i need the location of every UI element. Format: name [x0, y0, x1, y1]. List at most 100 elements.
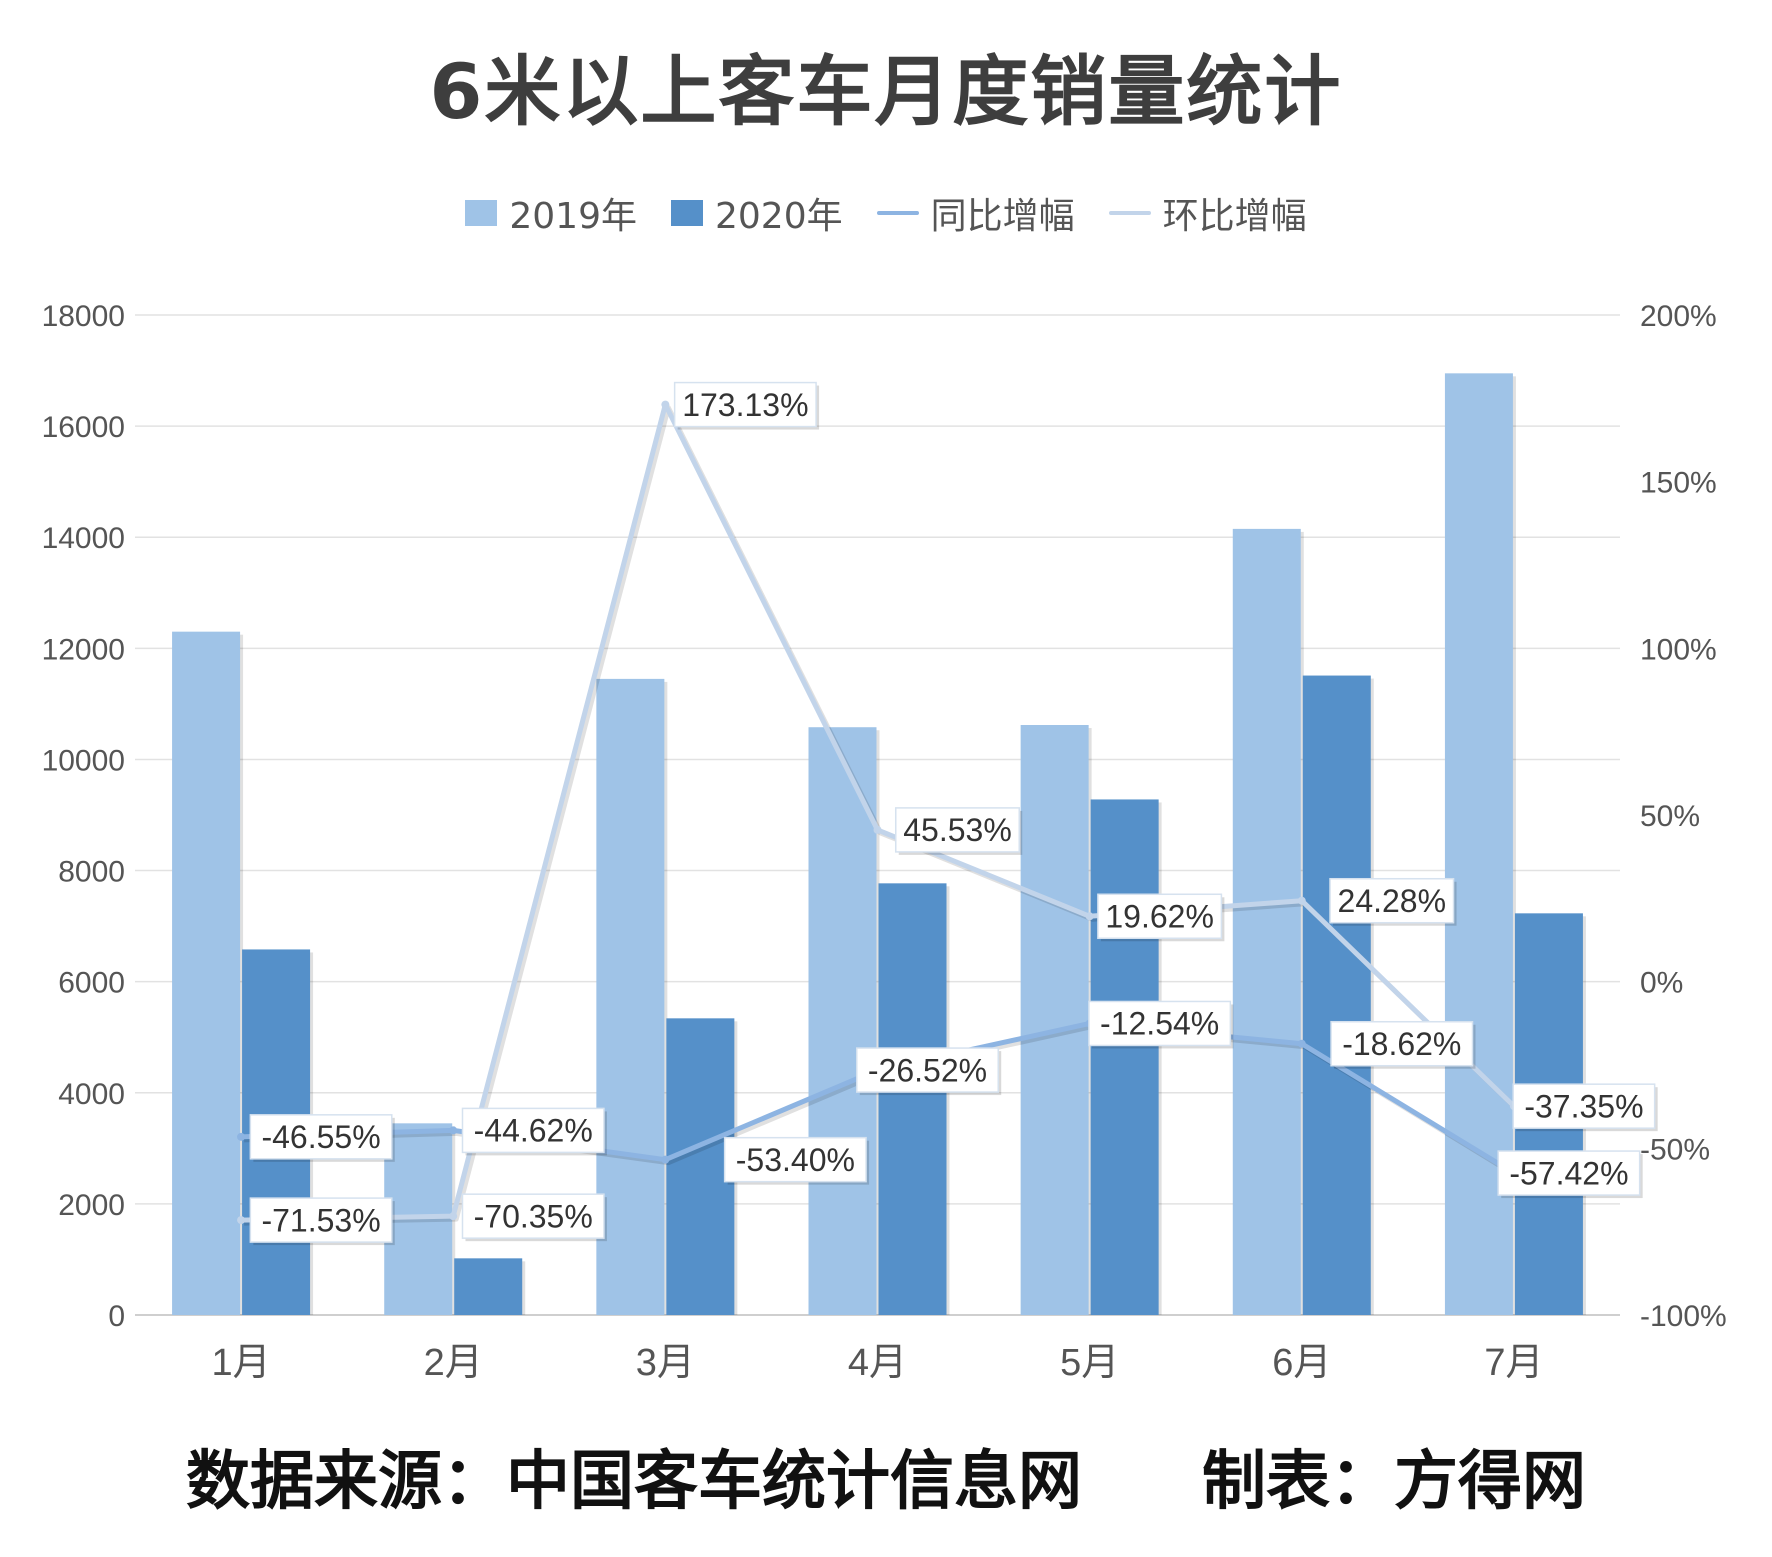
data-label-box [461, 1107, 605, 1154]
data-label-yoy: -57.42% [1497, 1150, 1643, 1199]
legend-item-yoy: 同比增幅 [876, 187, 1075, 239]
data-label-mom: 19.62% [1097, 893, 1225, 942]
data-label-mom: 24.28% [1329, 877, 1457, 926]
x-tick-label: 4月 [848, 1342, 907, 1384]
legend-item-2019: 2019年 [465, 187, 637, 239]
bar-2019年-3月 [596, 678, 665, 1315]
data-label-mom: 173.13% [673, 381, 820, 430]
data-label-box [723, 1136, 867, 1183]
legend-item-mom: 环比增幅 [1108, 187, 1307, 239]
y-left-tick-label: 18000 [42, 300, 125, 333]
data-label-text: 24.28% [1338, 883, 1447, 919]
bar-2019年-1月 [172, 631, 241, 1315]
y-left-tick-label: 8000 [58, 856, 125, 889]
data-label-box [1088, 1000, 1232, 1047]
line-point [1297, 1039, 1306, 1048]
y-left-tick-label: 0 [108, 1300, 125, 1333]
data-label-text: 173.13% [682, 387, 808, 423]
data-label-text: -53.40% [736, 1142, 855, 1178]
combo-chart: 0 2000 4000 6000 8000 10000 12000 14000 16000 180… [42, 300, 1727, 1384]
x-tick-label: 6月 [1272, 1342, 1331, 1384]
y-left-tick-label: 2000 [58, 1189, 125, 1222]
data-source: 数据来源：中国客车统计信息网 [186, 1444, 1082, 1519]
y-left-tick-label: 12000 [42, 633, 125, 666]
data-label-text: 45.53% [903, 812, 1012, 848]
legend-swatch-2020 [670, 200, 703, 226]
line-point [661, 400, 670, 409]
data-labels: -46.55% -44.62% -53.40% -26.52% -12.54% -18.6… [249, 381, 1658, 1246]
data-label-text: -70.35% [474, 1198, 593, 1234]
right-y-axis: -100% -50% 0% 50% 100% 150% 200% [1640, 300, 1727, 1333]
data-label-box [1330, 1020, 1474, 1067]
y-right-tick-label: 150% [1640, 467, 1717, 500]
y-right-tick-label: 50% [1640, 800, 1700, 833]
legend: 2019年 2020年 同比增幅 环比增幅 [0, 187, 1772, 239]
data-label-box [1497, 1150, 1641, 1196]
x-tick-label: 3月 [636, 1342, 695, 1384]
line-point [237, 1216, 246, 1225]
left-y-axis: 0 2000 4000 6000 8000 10000 12000 14000 16000 180… [42, 300, 125, 1333]
data-label-text: -26.52% [868, 1052, 987, 1088]
data-label-text: -71.53% [261, 1202, 380, 1238]
bar-2020年-5月 [1090, 799, 1159, 1315]
data-label-text: -18.62% [1342, 1026, 1461, 1062]
line-point [449, 1212, 458, 1221]
data-label-box [249, 1197, 393, 1243]
x-tick-label: 1月 [212, 1342, 271, 1384]
x-tick-label: 7月 [1484, 1342, 1543, 1384]
data-label-box [673, 381, 817, 428]
bar-2019年-4月 [808, 727, 877, 1315]
legend-swatch-2019 [465, 200, 498, 226]
line-point [237, 1132, 246, 1141]
data-label-mom: 45.53% [894, 807, 1023, 855]
data-label-yoy: -53.40% [723, 1136, 870, 1185]
data-label-text: 19.62% [1105, 898, 1214, 934]
chart-maker: 制表：方得网 [1202, 1444, 1586, 1519]
x-tick-label: 2月 [424, 1342, 483, 1384]
data-label-box [1097, 893, 1223, 940]
y-right-tick-label: 200% [1640, 300, 1717, 333]
y-right-tick-label: -50% [1640, 1133, 1710, 1166]
data-label-box [461, 1193, 605, 1239]
line-point [873, 825, 882, 834]
x-axis: 1月 2月 3月 4月 5月 6月 7月 [212, 1342, 1544, 1384]
bar-2020年-6月 [1302, 675, 1371, 1315]
footer: 数据来源：中国客车统计信息网 制表：方得网 [0, 1430, 1772, 1522]
legend-item-2020: 2020年 [670, 187, 843, 239]
data-label-text: -12.54% [1100, 1006, 1219, 1042]
legend-label-2019: 2019年 [509, 196, 637, 237]
legend-label-2020: 2020年 [714, 196, 843, 237]
data-label-box [894, 807, 1021, 853]
bar-2020年-2月 [454, 1258, 523, 1315]
y-left-tick-label: 4000 [58, 1078, 125, 1111]
y-left-tick-label: 6000 [58, 967, 125, 1000]
line-point [1297, 896, 1306, 905]
bar-2020年-3月 [666, 1018, 735, 1315]
y-left-tick-label: 14000 [42, 522, 125, 555]
data-label-yoy: -44.62% [461, 1107, 607, 1156]
data-label-mom: -70.35% [461, 1193, 607, 1242]
y-left-tick-label: 16000 [42, 411, 125, 444]
chart-title: 6米以上客车月度销量统计 [429, 47, 1343, 136]
legend-label-mom: 环比增幅 [1162, 196, 1307, 237]
y-right-tick-label: -100% [1640, 1300, 1727, 1333]
data-label-yoy: -26.52% [856, 1047, 1002, 1096]
data-label-box [1329, 877, 1455, 924]
data-label-text: -46.55% [261, 1119, 380, 1155]
bar-2019年-5月 [1020, 725, 1089, 1315]
bar-2020年-4月 [878, 883, 947, 1315]
data-label-box [856, 1047, 999, 1093]
data-label-mom: -71.53% [249, 1197, 395, 1246]
legend-swatch-mom [1108, 211, 1151, 215]
legend-swatch-yoy [876, 211, 919, 215]
line-point [661, 1155, 670, 1164]
data-label-box [249, 1114, 393, 1160]
line-point [449, 1126, 458, 1135]
bar-2019年-6月 [1232, 528, 1301, 1315]
y-right-tick-label: 0% [1640, 967, 1683, 1000]
data-label-text: -57.42% [1509, 1155, 1628, 1191]
data-label-box [1512, 1083, 1656, 1129]
line-point [1085, 912, 1094, 921]
data-label-text: -37.35% [1524, 1088, 1643, 1124]
y-left-tick-label: 10000 [42, 744, 125, 777]
